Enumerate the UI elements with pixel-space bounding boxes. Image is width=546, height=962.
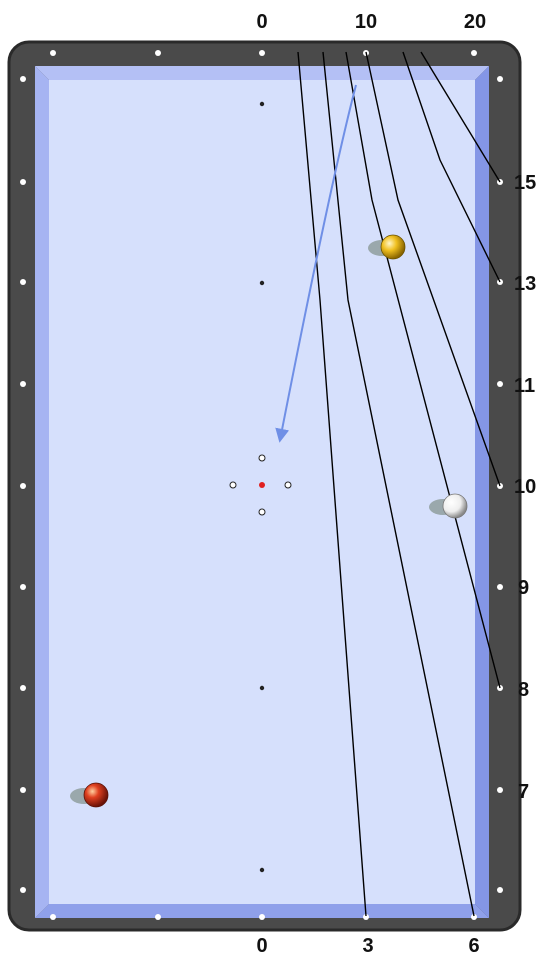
top-label: 10 — [355, 11, 377, 33]
table-cushion — [35, 66, 489, 918]
diamond-left — [20, 584, 26, 590]
center-string-spot — [259, 280, 265, 286]
bottom-label: 0 — [256, 935, 267, 957]
diamond-left — [20, 179, 26, 185]
target-ring-left — [229, 481, 237, 489]
diamond-left — [20, 483, 26, 489]
system-line-top-to-right-15 — [420, 51, 501, 183]
right-rail-labels: 15 13 11 10 9 8 7 — [514, 172, 536, 803]
diamond-right — [497, 76, 503, 82]
diamond-right — [497, 381, 503, 387]
diamond-right — [497, 584, 503, 590]
yellow-ball-icon — [368, 234, 406, 260]
center-string-spot — [259, 101, 265, 107]
red-ball-icon — [70, 782, 109, 808]
bottom-label: 6 — [468, 935, 479, 957]
table-cloth — [49, 80, 475, 904]
white-cue-ball-icon — [429, 493, 468, 519]
right-label: 7 — [518, 781, 529, 803]
target-ring-top — [258, 454, 266, 462]
right-label: 9 — [518, 577, 529, 599]
diamond-right — [497, 887, 503, 893]
system-line-top-to-right-13 — [402, 51, 501, 283]
bottom-label: 3 — [362, 935, 373, 957]
diamond-bottom — [259, 914, 265, 920]
target-ring-right — [284, 481, 292, 489]
center-spot-pattern — [229, 454, 292, 516]
diamond-top — [155, 50, 161, 56]
system-line-top-to-bottom-3 — [297, 51, 367, 917]
diamond-left — [20, 787, 26, 793]
system-line-top-to-bottom-6 — [322, 51, 475, 917]
diamond-left — [20, 76, 26, 82]
right-label: 13 — [514, 273, 536, 295]
right-label: 11 — [514, 375, 535, 397]
right-label: 10 — [514, 476, 536, 498]
diamond-bottom — [155, 914, 161, 920]
diamond-bottom — [471, 914, 477, 920]
top-rail-labels: 0 10 20 — [256, 11, 486, 33]
diamond-left — [20, 381, 26, 387]
system-line-top-to-right-8 — [345, 51, 501, 689]
diamond-bottom — [363, 914, 369, 920]
diamond-right — [497, 787, 503, 793]
cue-path-arrow — [275, 84, 357, 443]
rail-diamonds — [20, 50, 503, 920]
center-string-spot — [259, 867, 265, 873]
bottom-rail-labels: 0 3 6 — [256, 935, 479, 957]
diamond-left — [20, 887, 26, 893]
diamond-top — [50, 50, 56, 56]
diamond-left — [20, 279, 26, 285]
target-ring-bottom — [258, 508, 266, 516]
diamond-top — [259, 50, 265, 56]
top-label: 0 — [256, 11, 267, 33]
diamond-left — [20, 685, 26, 691]
center-string-spot — [259, 685, 265, 691]
center-spot-red — [259, 482, 265, 488]
center-spots — [259, 101, 265, 873]
system-line-top-to-right-10 — [365, 51, 501, 487]
right-label: 15 — [514, 172, 536, 194]
top-label: 20 — [464, 11, 486, 33]
right-label: 8 — [518, 679, 529, 701]
diamond-bottom — [50, 914, 56, 920]
system-lines — [297, 51, 501, 917]
diamond-top — [471, 50, 477, 56]
